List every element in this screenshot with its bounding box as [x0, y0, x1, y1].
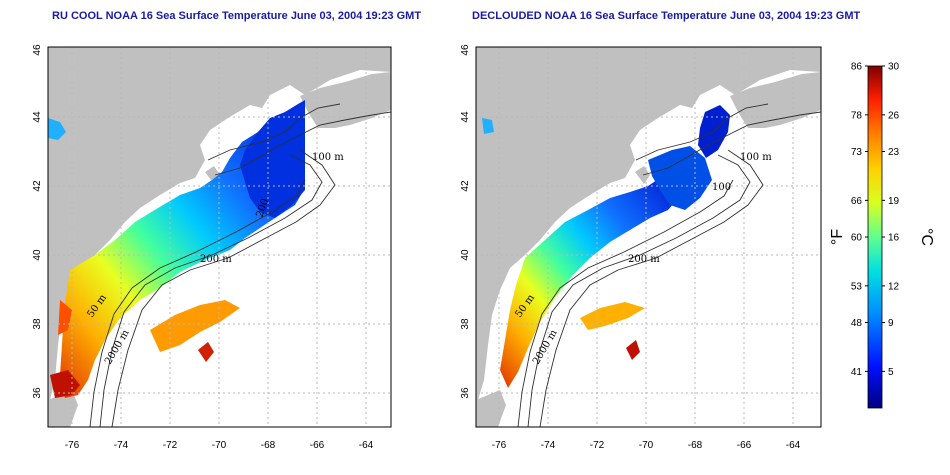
colorbar-celsius-tick: 23 [888, 147, 900, 158]
right-sst-small [482, 118, 494, 134]
right-lon-tick: -72 [590, 440, 605, 451]
right-sst-patch [580, 302, 645, 330]
colorbar-celsius-tick: 5 [888, 367, 894, 378]
right-lat-tick: 40 [460, 249, 471, 261]
right-gulf-patch [648, 146, 712, 210]
left-sst-patch [150, 300, 240, 352]
right-isobaths [517, 103, 821, 427]
left-label-200m: 200 m [200, 254, 232, 265]
left-sst-patch-west [58, 300, 72, 335]
right-grid [476, 47, 821, 427]
right-land-novascotia [730, 72, 821, 128]
right-lon-tick: -74 [541, 440, 556, 451]
colorbar: 86 30 78 26 73 23 66 19 60 16 53 12 48 9 41 5 °F °C [829, 62, 935, 409]
colorbar-fahrenheit-tick: 73 [851, 147, 863, 158]
left-sst-field [60, 108, 305, 398]
left-lon-tick: -64 [359, 440, 374, 451]
left-land-south [48, 390, 78, 427]
left-y-ticks: 36 38 40 42 44 46 [32, 44, 43, 399]
right-lon-tick: -68 [688, 440, 703, 451]
left-lon-tick: -66 [310, 440, 325, 451]
left-land-novascotia [300, 72, 391, 128]
left-map-panel: 100 m 200 m 50 m 2000 m 200 -76 -74 -72 … [32, 44, 392, 451]
right-cape-cod [635, 166, 650, 184]
colorbar-fahrenheit-tick: 60 [851, 233, 863, 244]
colorbar-celsius-tick: 26 [888, 110, 900, 121]
colorbar-celsius-tick: 19 [888, 196, 900, 207]
left-lat-tick: 38 [32, 318, 43, 330]
right-lat-tick: 42 [460, 180, 471, 192]
right-map-panel: 100 m 200 m 50 m 2000 m 100 -76 -74 -72 … [460, 44, 822, 451]
left-lon-tick: -68 [261, 440, 276, 451]
colorbar-celsius-tick: 9 [888, 318, 894, 329]
left-isobaths [89, 103, 391, 427]
colorbar-ticks: 86 30 78 26 73 23 66 19 60 16 53 12 48 9 41 5 [851, 62, 900, 378]
right-lon-tick: -64 [786, 440, 801, 451]
left-map-title: RU COOL NOAA 16 Sea Surface Temperature … [52, 10, 422, 22]
right-sst-field [500, 172, 680, 388]
right-lon-tick: -66 [737, 440, 752, 451]
right-label-100: 100 [712, 182, 731, 193]
colorbar-celsius-tick: 30 [888, 62, 900, 73]
left-sst-small [48, 118, 66, 140]
colorbar-fahrenheit-tick: 41 [851, 367, 863, 378]
right-map-title: DECLOUDED NOAA 16 Sea Surface Temperatur… [472, 10, 861, 22]
colorbar-fahrenheit-tick: 53 [851, 281, 863, 292]
colorbar-gradient [867, 65, 883, 409]
right-lat-tick: 44 [460, 111, 471, 123]
celsius-unit-label: °C [918, 228, 935, 246]
right-x-ticks: -76 -74 -72 -70 -68 -66 -64 [492, 440, 801, 451]
left-label-100m: 100 m [312, 152, 344, 163]
left-lat-tick: 42 [32, 180, 43, 192]
right-land-mass [476, 47, 821, 405]
left-map-border [47, 46, 392, 428]
right-map-border [475, 46, 822, 428]
left-gulf-of-maine [240, 100, 305, 218]
right-lat-tick: 38 [460, 318, 471, 330]
left-lon-tick: -72 [163, 440, 178, 451]
left-x-ticks: -76 -74 -72 -70 -68 -66 -64 [65, 440, 374, 451]
colorbar-fahrenheit-tick: 78 [851, 110, 863, 121]
colorbar-fahrenheit-tick: 86 [851, 62, 863, 73]
right-label-200m: 200 m [628, 254, 660, 265]
right-lat-tick: 46 [460, 44, 471, 56]
colorbar-fahrenheit-tick: 66 [851, 196, 863, 207]
right-lon-tick: -70 [639, 440, 654, 451]
left-lat-tick: 46 [32, 44, 43, 56]
left-lon-tick: -70 [212, 440, 227, 451]
right-lat-tick: 36 [460, 387, 471, 399]
left-lon-tick: -74 [114, 440, 129, 451]
colorbar-celsius-tick: 16 [888, 233, 900, 244]
left-land-mass [48, 47, 391, 405]
fahrenheit-unit-label: °F [829, 229, 846, 245]
right-label-100m: 100 m [740, 152, 772, 163]
colorbar-fahrenheit-tick: 48 [851, 318, 863, 329]
left-lat-tick: 36 [32, 387, 43, 399]
left-lon-tick: -76 [65, 440, 80, 451]
right-y-ticks: 36 38 40 42 44 46 [460, 44, 471, 399]
right-sst-patch-red [626, 340, 640, 360]
colorbar-celsius-tick: 12 [888, 281, 900, 292]
left-sst-patch-warm [198, 342, 214, 362]
left-lat-tick: 44 [32, 111, 43, 123]
right-lon-tick: -76 [492, 440, 507, 451]
left-lat-tick: 40 [32, 249, 43, 261]
